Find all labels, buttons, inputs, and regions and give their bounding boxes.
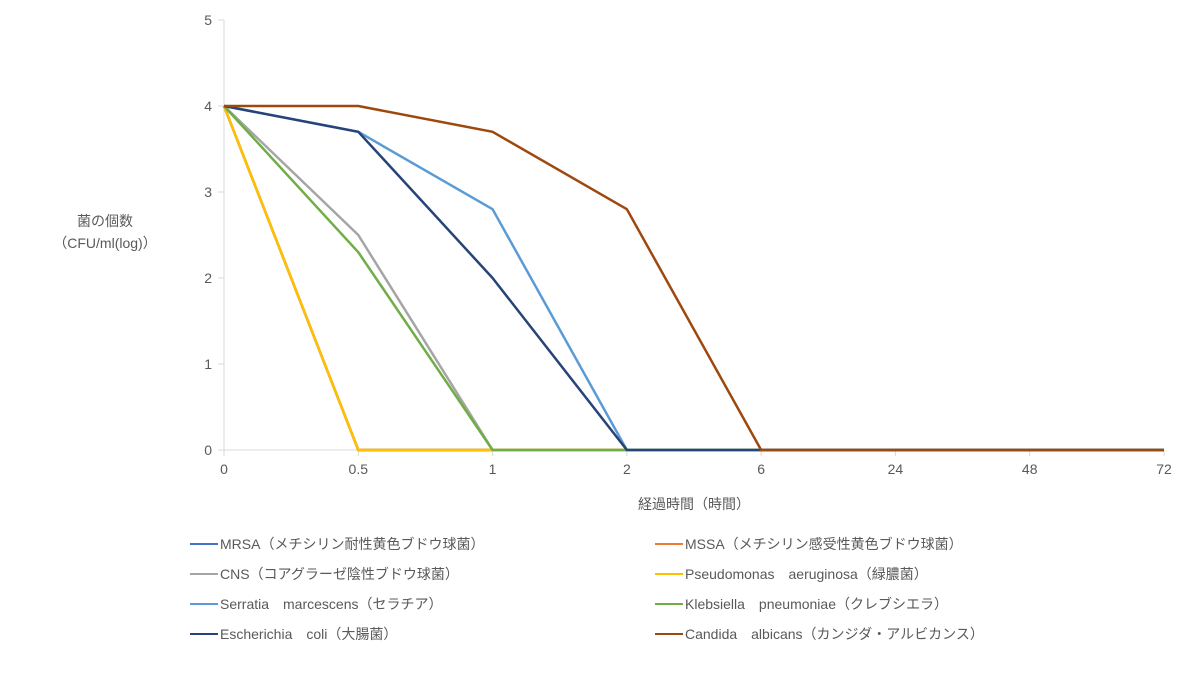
legend-label: MRSA（メチシリン耐性黄色ブドウ球菌）	[220, 534, 484, 554]
x-axis-title: 経過時間（時間）	[224, 494, 1164, 514]
legend-swatch	[655, 573, 683, 575]
legend: MRSA（メチシリン耐性黄色ブドウ球菌） MSSA（メチシリン感受性黄色ブドウ球菌…	[190, 534, 1090, 644]
series-line	[224, 106, 1164, 450]
series-line	[224, 106, 1164, 450]
y-tick-label: 4	[204, 98, 212, 114]
x-tick-label: 0	[220, 461, 228, 477]
legend-item: CNS（コアグラーゼ陰性ブドウ球菌）	[190, 564, 625, 584]
y-tick-label: 3	[204, 184, 212, 200]
x-tick-label: 2	[623, 461, 631, 477]
legend-item: Serratia marcescens（セラチア）	[190, 594, 625, 614]
y-tick-label: 2	[204, 270, 212, 286]
legend-swatch	[655, 633, 683, 635]
legend-label: Serratia marcescens（セラチア）	[220, 594, 443, 614]
y-tick-label: 1	[204, 356, 212, 372]
legend-swatch	[190, 633, 218, 635]
series-line	[224, 106, 1164, 450]
legend-item: MSSA（メチシリン感受性黄色ブドウ球菌）	[655, 534, 1090, 554]
legend-item: Escherichia coli（大腸菌）	[190, 624, 625, 644]
legend-label: Pseudomonas aeruginosa（緑膿菌）	[685, 564, 928, 584]
series-line	[224, 106, 1164, 450]
legend-item: Klebsiella pneumoniae（クレブシエラ）	[655, 594, 1090, 614]
x-tick-label: 48	[1022, 461, 1038, 477]
x-tick-label: 1	[489, 461, 497, 477]
x-tick-label: 6	[757, 461, 765, 477]
x-tick-label: 72	[1156, 461, 1172, 477]
legend-item: MRSA（メチシリン耐性黄色ブドウ球菌）	[190, 534, 625, 554]
series-line	[224, 106, 1164, 450]
y-axis-title-line1: 菌の個数	[30, 210, 180, 232]
y-axis-title: 菌の個数 （CFU/ml(log)）	[30, 210, 180, 255]
legend-item: Candida albicans（カンジダ・アルビカンス）	[655, 624, 1090, 644]
legend-swatch	[190, 573, 218, 575]
y-tick-label: 5	[204, 12, 212, 28]
legend-swatch	[190, 603, 218, 605]
legend-swatch	[655, 543, 683, 545]
series-line	[224, 106, 1164, 450]
legend-item: Pseudomonas aeruginosa（緑膿菌）	[655, 564, 1090, 584]
legend-swatch	[655, 603, 683, 605]
line-chart: 菌の個数 （CFU/ml(log)） 0 1 2 3 4 5 0 0.5 1 2 6 24 48 72 経…	[0, 0, 1188, 692]
legend-swatch	[190, 543, 218, 545]
x-tick-label: 0.5	[349, 461, 369, 477]
legend-label: MSSA（メチシリン感受性黄色ブドウ球菌）	[685, 534, 963, 554]
legend-label: Klebsiella pneumoniae（クレブシエラ）	[685, 594, 948, 614]
legend-label: Escherichia coli（大腸菌）	[220, 624, 397, 644]
series-line	[224, 106, 1164, 450]
legend-label: CNS（コアグラーゼ陰性ブドウ球菌）	[220, 564, 459, 584]
plot-area: 0 1 2 3 4 5 0 0.5 1 2 6 24 48 72	[194, 10, 1174, 500]
y-tick-label: 0	[204, 442, 212, 458]
series-line	[224, 106, 1164, 450]
y-axis-title-line2: （CFU/ml(log)）	[30, 232, 180, 254]
legend-label: Candida albicans（カンジダ・アルビカンス）	[685, 624, 984, 644]
x-tick-label: 24	[888, 461, 904, 477]
